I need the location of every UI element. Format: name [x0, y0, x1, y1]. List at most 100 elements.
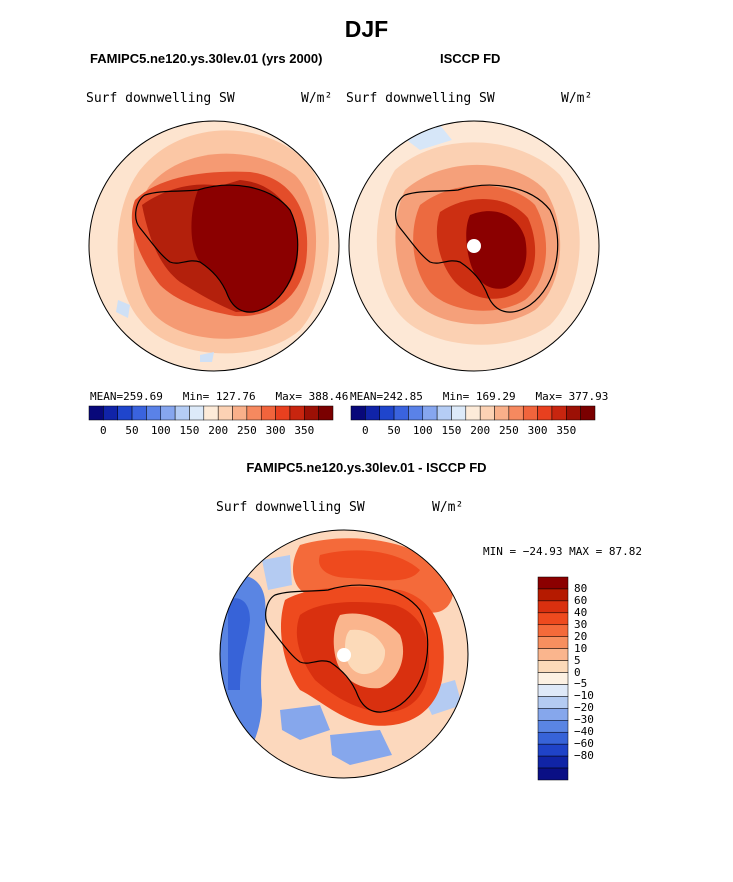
colorbar-swatch	[522, 405, 538, 421]
model-stats: MEAN=259.69 Min= 127.76 Max= 388.46	[90, 390, 348, 403]
diff-variable-label: Surf downwelling SW	[216, 500, 365, 515]
colorbar-swatch	[103, 405, 118, 421]
colorbar-swatch	[479, 405, 495, 421]
diff-colorbar-tick-label: 10	[574, 641, 588, 655]
diff-colorbar-swatch	[537, 612, 569, 626]
obs-min-label: Min=	[442, 390, 470, 403]
colorbar-swatch	[174, 405, 190, 421]
diff-colorbar-swatch	[537, 684, 569, 697]
obs-max-value: 377.93	[568, 390, 609, 403]
model-max-label: Max=	[275, 390, 303, 403]
obs-colorbar	[350, 405, 596, 421]
obs-mean-label: MEAN=	[350, 390, 384, 403]
colorbar-swatch	[217, 405, 233, 421]
obs-map-boundary	[348, 120, 600, 372]
diff-map-boundary	[219, 529, 469, 779]
colorbar-swatch	[146, 405, 162, 421]
colorbar-swatch	[465, 405, 481, 421]
colorbar-swatch	[260, 405, 276, 421]
diff-colorbar-swatch	[537, 755, 569, 769]
colorbar-swatch	[408, 405, 424, 421]
colorbar-swatch	[275, 405, 291, 421]
diff-colorbar-tick-label: 0	[574, 665, 581, 679]
difference-polar-map	[219, 529, 469, 779]
diff-colorbar-swatch	[537, 767, 569, 781]
colorbar-swatch	[232, 405, 248, 421]
colorbar-tick-label: 350	[294, 424, 315, 437]
colorbar-tick-label: 250	[498, 424, 519, 437]
colorbar-tick-label: 100	[150, 424, 171, 437]
colorbar-tick-label: 0	[100, 424, 107, 437]
colorbar-tick-label: 350	[556, 424, 577, 437]
model-polar-map	[88, 120, 340, 372]
colorbar-tick-label: 50	[387, 424, 401, 437]
colorbar-tick-label: 200	[470, 424, 491, 437]
colorbar-swatch	[494, 405, 510, 421]
diff-colorbar-swatch	[537, 600, 569, 614]
diff-colorbar-swatch	[537, 636, 569, 649]
figure-title: DJF	[344, 16, 389, 42]
colorbar-swatch	[304, 405, 319, 421]
diff-colorbar	[537, 576, 569, 781]
colorbar-tick-label: 150	[179, 424, 200, 437]
colorbar-swatch	[131, 405, 147, 421]
diff-colorbar-tick-label: −20	[574, 701, 594, 715]
diff-colorbar-swatch	[537, 648, 569, 661]
diff-colorbar-tick-label: 40	[574, 605, 588, 619]
diff-colorbar-tick-label: 20	[574, 629, 588, 643]
colorbar-swatch	[289, 405, 305, 421]
model-units-label: W/m²	[301, 91, 333, 106]
colorbar-swatch	[551, 405, 567, 421]
diff-colorbar-swatch	[537, 576, 569, 590]
colorbar-swatch	[160, 405, 176, 421]
model-max-value: 388.46	[308, 390, 349, 403]
colorbar-tick-label: 0	[362, 424, 369, 437]
obs-antarctica-coastline	[395, 184, 559, 313]
model-panel-title: FAMIPC5.ne120.ys.30lev.01 (yrs 2000)	[90, 51, 323, 66]
diff-colorbar-swatch	[537, 708, 569, 721]
diff-antarctica-coastline	[265, 584, 429, 713]
model-antarctic-max	[191, 185, 298, 313]
obs-antarctic-max	[466, 211, 527, 289]
obs-min-value: 169.29	[475, 390, 516, 403]
obs-mean-value: 242.85	[383, 390, 423, 403]
diff-colorbar-tick-label: −5	[574, 677, 588, 691]
diff-units-label: W/m²	[432, 500, 464, 515]
model-variable-label: Surf downwelling SW	[86, 91, 235, 106]
diff-colorbar-tick-label: −60	[574, 737, 594, 751]
diff-colorbar-swatch	[537, 672, 569, 685]
colorbar-swatch	[451, 405, 467, 421]
diff-colorbar-tick-label: 80	[574, 581, 588, 595]
diff-colorbar-tick-label: −30	[574, 713, 594, 727]
colorbar-tick-label: 200	[208, 424, 229, 437]
diff-pole-dot	[337, 648, 351, 662]
colorbar-swatch	[365, 405, 380, 421]
diff-colorbar-tick-label: −80	[574, 749, 594, 763]
diff-minmax-label: MIN = −24.93 MAX = 87.82	[483, 545, 642, 558]
diff-colorbar-tick-label: −10	[574, 689, 594, 703]
model-map-boundary	[88, 120, 340, 372]
diff-colorbar-tick-label: −40	[574, 725, 594, 739]
obs-polar-map	[348, 120, 600, 372]
colorbar-tick-label: 50	[125, 424, 139, 437]
colorbar-swatch	[189, 405, 205, 421]
obs-units-label: W/m²	[561, 91, 593, 106]
colorbar-tick-label: 300	[527, 424, 548, 437]
diff-colorbar-tick-label: 5	[574, 653, 581, 667]
difference-panel-title: FAMIPC5.ne120.ys.30lev.01 - ISCCP FD	[246, 460, 487, 475]
colorbar-swatch	[508, 405, 524, 421]
obs-panel-title: ISCCP FD	[440, 51, 501, 66]
colorbar-swatch	[422, 405, 438, 421]
model-mean-label: MEAN=	[90, 390, 124, 403]
model-min-value: 127.76	[215, 390, 256, 403]
diff-colorbar-tick-label: 60	[574, 593, 588, 607]
diff-colorbar-swatch	[537, 731, 569, 745]
colorbar-swatch	[318, 405, 334, 421]
colorbar-swatch	[436, 405, 452, 421]
obs-pole-dot	[467, 239, 481, 253]
colorbar-swatch	[88, 405, 104, 421]
diff-colorbar-swatch	[537, 696, 569, 709]
colorbar-tick-label: 300	[265, 424, 286, 437]
colorbar-swatch	[117, 405, 133, 421]
